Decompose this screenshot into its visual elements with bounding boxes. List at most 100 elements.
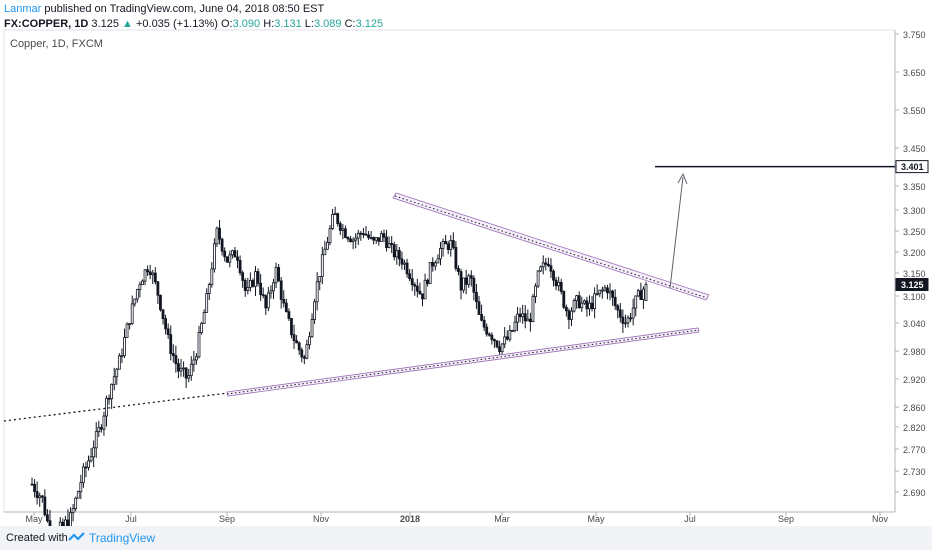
candle-body <box>143 269 147 282</box>
candle-body <box>379 233 383 242</box>
up-triangle-icon: ▲ <box>122 18 133 30</box>
candle-body <box>544 262 548 265</box>
candle-body <box>230 250 234 256</box>
price-change: +0.035 (+1.13%) <box>135 18 218 30</box>
candle-body <box>503 336 507 345</box>
candle-body <box>328 228 332 243</box>
candle-body <box>349 238 352 243</box>
candle-body <box>266 292 270 309</box>
candle-body <box>516 313 519 323</box>
candle-body <box>562 291 566 308</box>
candle-body <box>433 262 437 267</box>
candle-body <box>541 262 545 268</box>
target-price-label-bg <box>895 160 929 174</box>
candle-body <box>585 300 589 310</box>
candle-body <box>408 273 412 280</box>
candle-body <box>354 237 358 241</box>
candle-body <box>616 305 620 311</box>
close-label: C: <box>344 18 356 30</box>
x-tick-label: Mar <box>494 514 510 524</box>
candle-body <box>346 237 350 240</box>
candle-body <box>451 240 455 248</box>
candle-body <box>518 313 522 318</box>
candle-body <box>84 466 88 469</box>
candle-body <box>546 263 550 267</box>
candle-body <box>225 256 229 263</box>
candle-body <box>611 290 615 298</box>
candle-body <box>99 427 103 430</box>
candle-body <box>210 268 214 285</box>
candle-body <box>92 447 96 458</box>
candle-body <box>449 240 453 250</box>
y-tick-label: 2.730 <box>903 467 926 477</box>
candle-body <box>539 266 543 272</box>
candle-body <box>364 233 368 236</box>
price-chart[interactable]: Copper, 1D, FXCM 3.750 3.650 3.550 3.450 3.3… <box>0 0 932 526</box>
candle-body <box>197 332 201 358</box>
candle-body <box>79 482 83 493</box>
candle-body <box>233 250 237 258</box>
candle-body <box>469 275 473 279</box>
candle-body <box>277 267 281 282</box>
candle-body <box>385 236 388 249</box>
candle-body <box>69 512 72 526</box>
candle-body <box>333 213 337 216</box>
y-tick-label: 2.920 <box>903 375 926 385</box>
candle-body <box>130 303 134 324</box>
candle-body <box>572 300 576 312</box>
candle-body <box>182 367 185 370</box>
candle-body <box>351 239 355 243</box>
candle-body <box>169 334 173 354</box>
candle-body <box>528 318 532 323</box>
candle-body <box>513 321 517 331</box>
arrow-head-icon <box>677 172 688 185</box>
candle-body <box>151 272 155 276</box>
price-axis: 3.750 3.650 3.550 3.450 3.350 3.300 3.250 3.200… <box>895 30 926 498</box>
candle-body <box>374 237 378 241</box>
candle-body <box>133 298 137 305</box>
last-price-label-bg <box>895 278 929 291</box>
candle-body <box>76 491 80 499</box>
candle-body <box>326 242 329 250</box>
candle-body <box>259 282 263 296</box>
author-link[interactable]: Lanmar <box>4 3 42 15</box>
candle-body <box>282 299 286 304</box>
candle-body <box>320 254 324 277</box>
candle-body <box>125 323 129 338</box>
candle-body <box>61 521 65 526</box>
candle-body <box>274 267 278 284</box>
upper-trendline[interactable] <box>392 192 710 301</box>
candle-body <box>241 272 245 281</box>
candle-body <box>256 271 260 284</box>
x-tick-label: 2018 <box>400 514 420 524</box>
candle-body <box>310 319 314 338</box>
candle-body <box>213 243 216 270</box>
tradingview-logo-icon <box>68 532 85 541</box>
candle-body <box>431 262 435 267</box>
candle-body <box>590 302 594 310</box>
lower-trendline[interactable] <box>226 327 700 397</box>
y-tick-label: 3.750 <box>903 30 926 40</box>
candle-body <box>112 376 116 385</box>
candle-body <box>439 248 442 260</box>
tradingview-brand-link[interactable]: TradingView <box>89 531 156 545</box>
candle-body <box>485 326 489 335</box>
candle-body <box>254 271 257 287</box>
candle-body <box>446 243 450 250</box>
candle-body <box>549 265 553 272</box>
candle-body <box>323 248 327 256</box>
candle-body <box>500 343 504 353</box>
x-tick-label: Nov <box>872 514 889 524</box>
candle-body <box>66 519 70 526</box>
candle-body <box>87 460 90 468</box>
candle-body <box>287 311 291 319</box>
candle-body <box>567 310 571 320</box>
candle-body <box>202 312 206 324</box>
candle-body <box>508 330 512 340</box>
candle-body <box>631 307 635 319</box>
candle-body <box>392 244 396 258</box>
last-price: 3.125 <box>91 18 119 30</box>
candle-body <box>634 295 638 309</box>
candle-body <box>341 228 345 231</box>
candle-body <box>613 296 617 307</box>
